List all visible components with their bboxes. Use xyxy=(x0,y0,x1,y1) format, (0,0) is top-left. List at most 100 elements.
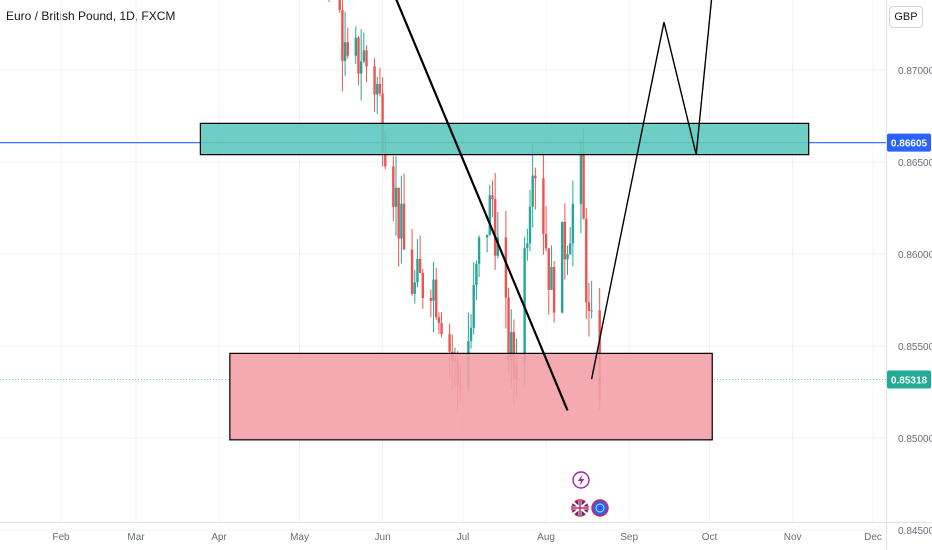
candle-body xyxy=(429,298,433,301)
y-tick-label: 0.84500 xyxy=(898,526,932,537)
candle-body xyxy=(392,166,395,207)
candle-body xyxy=(472,285,475,328)
x-tick-label: Nov xyxy=(784,532,802,543)
currency-button[interactable]: GBP xyxy=(889,6,923,28)
candle-body xyxy=(582,151,585,219)
candle-body xyxy=(560,221,564,313)
y-tick-label: 0.86000 xyxy=(898,250,932,261)
symbol-title: Euro / British Pound, 1D, FXCM xyxy=(6,9,176,23)
candle-body xyxy=(437,317,441,323)
candle-body xyxy=(440,322,443,335)
candle-body xyxy=(421,272,424,299)
candle-body xyxy=(365,50,368,67)
candle-body xyxy=(384,151,387,167)
grid xyxy=(0,0,886,531)
x-tick-label: Mar xyxy=(127,532,145,543)
candle-body xyxy=(587,302,591,311)
candle-body xyxy=(550,267,553,290)
candle-body xyxy=(410,249,414,294)
y-tick-label: 0.86500 xyxy=(898,158,932,169)
zone-demand[interactable] xyxy=(229,352,713,441)
candle-body xyxy=(510,332,513,361)
candle-body xyxy=(362,50,366,62)
last-price-label: 0.85318 xyxy=(891,375,928,386)
candle-body xyxy=(448,334,451,352)
candle-body xyxy=(571,203,575,244)
candle-body xyxy=(378,83,382,94)
candle-body xyxy=(341,10,344,61)
x-tick-label: Oct xyxy=(702,532,718,543)
candle-body xyxy=(402,203,406,250)
globe-icon[interactable] xyxy=(591,499,609,517)
candle-body xyxy=(359,61,363,74)
x-tick-label: Dec xyxy=(864,532,882,543)
candle-body xyxy=(585,218,588,303)
x-tick-label: Aug xyxy=(537,532,555,543)
candles xyxy=(328,0,601,411)
candle-body xyxy=(357,37,360,74)
candle-body xyxy=(469,327,473,342)
candle-body xyxy=(547,248,550,290)
x-tick-label: Feb xyxy=(52,532,70,543)
candle-body xyxy=(579,151,583,204)
candle-body xyxy=(418,258,422,273)
candle-body xyxy=(504,237,508,298)
middle-level-price-label-bg xyxy=(887,133,931,152)
y-axis: 0.890000.885000.880000.875000.870000.865… xyxy=(886,0,932,550)
candle-body xyxy=(432,279,435,301)
candle-body xyxy=(400,203,403,239)
projection-path[interactable] xyxy=(590,0,737,380)
candle-body xyxy=(496,237,500,256)
candle-body xyxy=(526,243,529,249)
x-tick-label: Jun xyxy=(375,532,391,543)
candle-body xyxy=(376,83,379,95)
candle-body xyxy=(488,195,491,235)
candle-body xyxy=(493,198,497,256)
drawings[interactable] xyxy=(291,0,740,411)
candle-body xyxy=(507,297,510,361)
candle-body xyxy=(566,253,569,260)
horizontal-levels[interactable] xyxy=(0,0,886,380)
x-axis: Feb Mar Apr May Jun Jul Aug Sep Oct Nov Dec xyxy=(0,522,932,543)
event-icons[interactable] xyxy=(571,471,609,517)
candle-body xyxy=(534,175,537,179)
candle-body xyxy=(531,175,534,207)
y-tick-label: 0.85500 xyxy=(898,342,932,353)
candle-body xyxy=(542,178,545,234)
candle-body xyxy=(435,279,438,318)
middle-level-price-label: 0.86605 xyxy=(891,139,928,150)
candle-body xyxy=(590,310,593,312)
candle-body xyxy=(563,221,567,260)
globe-ring xyxy=(595,503,605,513)
candle-body xyxy=(569,243,572,254)
last-price-label-bg xyxy=(887,370,931,389)
candle-body xyxy=(491,195,494,199)
candle-body xyxy=(552,267,556,313)
candle-body xyxy=(477,237,481,264)
candle-body xyxy=(475,263,478,286)
trendline[interactable] xyxy=(291,0,569,411)
zones[interactable] xyxy=(184,0,827,441)
candle-body xyxy=(354,37,357,56)
candle-body xyxy=(528,206,532,244)
candle-body xyxy=(338,0,341,11)
flag-cross-red xyxy=(572,500,588,516)
candle-body xyxy=(416,258,419,283)
x-tick-label: May xyxy=(290,532,309,543)
lightning-glyph xyxy=(577,474,585,486)
candle-body xyxy=(413,282,416,294)
candle-body xyxy=(397,187,400,239)
candle-body xyxy=(381,93,384,152)
candle-body xyxy=(343,42,347,61)
candle-body xyxy=(373,66,376,95)
candle-body xyxy=(346,42,349,56)
x-tick-label: Sep xyxy=(620,532,638,543)
candle-body xyxy=(485,234,489,238)
y-tick-label: 0.87000 xyxy=(898,66,932,77)
x-tick-label: Apr xyxy=(211,532,227,543)
candle-body xyxy=(544,233,548,249)
candle-body xyxy=(394,187,398,207)
zone-support-retest[interactable] xyxy=(199,122,810,156)
